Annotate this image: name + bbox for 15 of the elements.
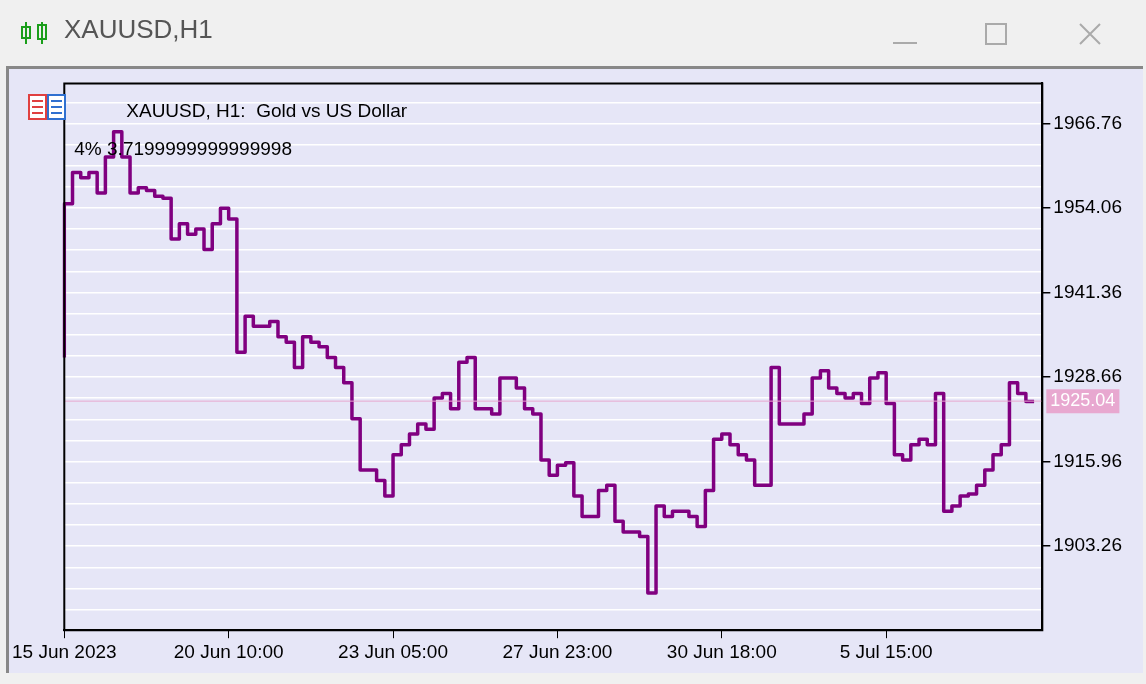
- x-tick-label: 30 Jun 18:00: [666, 640, 777, 662]
- x-tick-label: 27 Jun 23:00: [502, 640, 613, 662]
- x-tick-label: 5 Jul 15:00: [839, 640, 933, 662]
- y-tick-label: 1954.06: [1053, 196, 1123, 218]
- x-tick-label: 20 Jun 10:00: [173, 640, 284, 662]
- x-tick-label: 15 Jun 2023: [12, 640, 117, 662]
- ref-line-label: 1925.04: [1050, 390, 1116, 411]
- y-tick-label: 1915.96: [1053, 449, 1123, 471]
- text: XAUUSD, H1: Gold vs US Dollar: [126, 99, 408, 121]
- y-tick-label: 1966.76: [1053, 111, 1123, 133]
- x-tick-label: 23 Jun 05:00: [338, 640, 448, 662]
- chart-title: XAUUSD,H1: [64, 14, 213, 45]
- y-tick-label: 1941.36: [1053, 280, 1123, 302]
- y-tick-label: 1903.26: [1053, 534, 1123, 556]
- y-tick-label: 1928.66: [1053, 365, 1123, 387]
